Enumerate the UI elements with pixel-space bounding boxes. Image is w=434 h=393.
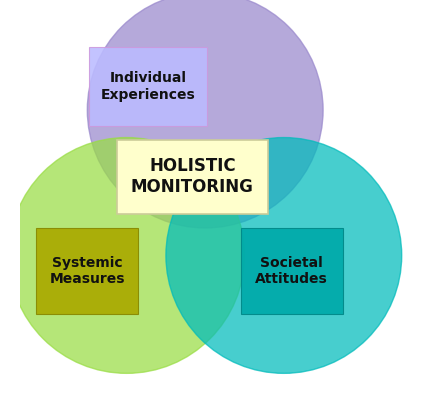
FancyBboxPatch shape [117, 140, 268, 214]
FancyBboxPatch shape [36, 228, 138, 314]
Text: Individual
Experiences: Individual Experiences [101, 72, 196, 101]
Circle shape [166, 138, 402, 373]
FancyBboxPatch shape [240, 228, 343, 314]
Circle shape [87, 0, 323, 228]
FancyBboxPatch shape [89, 47, 207, 126]
Text: Systemic
Measures: Systemic Measures [49, 256, 125, 286]
Text: HOLISTIC
MONITORING: HOLISTIC MONITORING [131, 158, 254, 196]
Text: Societal
Attitudes: Societal Attitudes [255, 256, 328, 286]
Circle shape [9, 138, 244, 373]
